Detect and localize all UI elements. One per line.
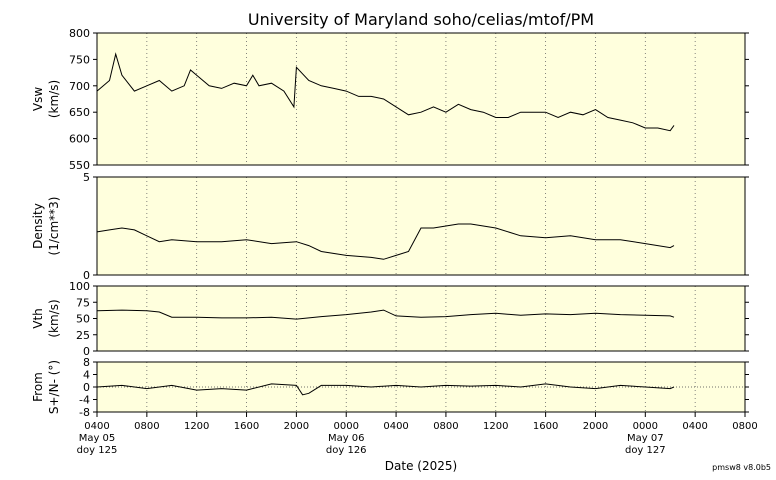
y-axis-label: Vsw xyxy=(31,87,45,111)
panel-frame xyxy=(96,32,746,166)
date-label: May 07 xyxy=(627,433,664,444)
series-line-2 xyxy=(96,223,675,260)
y-tick-label: 75 xyxy=(76,296,90,309)
y-axis-label: (km/s) xyxy=(47,80,61,118)
y-tick-label: -4 xyxy=(79,394,90,407)
x-tick-label: 1600 xyxy=(234,421,259,432)
plot-area xyxy=(97,33,745,165)
panel-frame xyxy=(96,176,746,276)
plot-area xyxy=(97,177,745,275)
x-axis: 0400 0800 1200 1600 2000 0000 0400 0800 1200 1600… xyxy=(77,412,758,456)
y-tick-label: 0 xyxy=(83,381,90,394)
series-line-1 xyxy=(96,52,675,132)
x-tick-label: 0800 xyxy=(433,421,458,432)
y-tick-label: 0 xyxy=(83,345,90,358)
y-tick-label: 5 xyxy=(83,171,90,184)
chart-title: University of Maryland soho/celias/mtof/… xyxy=(248,10,594,29)
x-tick-label: 0000 xyxy=(334,421,359,432)
y-axis-label: S+/N- (°) xyxy=(47,360,61,414)
y-tick-label: 600 xyxy=(69,133,90,146)
y-tick-label: 50 xyxy=(76,313,90,326)
y-tick-label: 550 xyxy=(69,159,90,172)
y-axis-label: (km/s) xyxy=(47,299,61,337)
x-tick-label: 0400 xyxy=(682,421,707,432)
y-axis-label: Density xyxy=(31,203,45,249)
x-axis-label: Date (2025) xyxy=(385,459,457,473)
y-axis-label: Vth xyxy=(31,308,45,329)
doy-label: doy 126 xyxy=(326,445,367,456)
y-axis-label: (1/cm**3) xyxy=(47,197,61,256)
footer-note: pmsw8 v8.0b5 xyxy=(712,463,771,472)
y-tick-label: 4 xyxy=(83,369,90,382)
x-tick-label: 0400 xyxy=(84,421,109,432)
doy-label: doy 125 xyxy=(77,445,118,456)
panel-1: 550 600 650 700 750 800 Vsw (km/s) xyxy=(31,27,749,172)
x-tick-label: 1600 xyxy=(533,421,558,432)
panel-3: 0 25 50 75 100 Vth (km/s) xyxy=(31,280,749,358)
series-line-3 xyxy=(96,309,675,320)
series-line-4 xyxy=(96,383,675,396)
x-tick-label: 1200 xyxy=(483,421,508,432)
x-tick-label: 2000 xyxy=(583,421,608,432)
date-label: May 06 xyxy=(328,433,365,444)
y-tick-label: 100 xyxy=(69,280,90,293)
date-label: May 05 xyxy=(79,433,116,444)
y-tick-label: 800 xyxy=(69,27,90,40)
x-tick-label: 1200 xyxy=(184,421,209,432)
y-tick-label: 750 xyxy=(69,53,90,66)
x-tick-label: 0800 xyxy=(134,421,159,432)
x-tick-label: 0400 xyxy=(383,421,408,432)
y-tick-label: 650 xyxy=(69,106,90,119)
y-tick-label: 8 xyxy=(83,356,90,369)
plot-area xyxy=(97,286,745,351)
doy-label: doy 127 xyxy=(625,445,666,456)
y-tick-label: -8 xyxy=(79,406,90,419)
x-tick-label: 0000 xyxy=(633,421,658,432)
y-tick-label: 0 xyxy=(83,269,90,282)
x-tick-label: 2000 xyxy=(284,421,309,432)
y-axis-label: From xyxy=(31,372,45,402)
x-tick-label: 0800 xyxy=(732,421,757,432)
y-tick-label: 25 xyxy=(76,329,90,342)
y-tick-label: 700 xyxy=(69,80,90,93)
panel-2: 0 5 Density (1/cm**3) xyxy=(31,171,749,282)
